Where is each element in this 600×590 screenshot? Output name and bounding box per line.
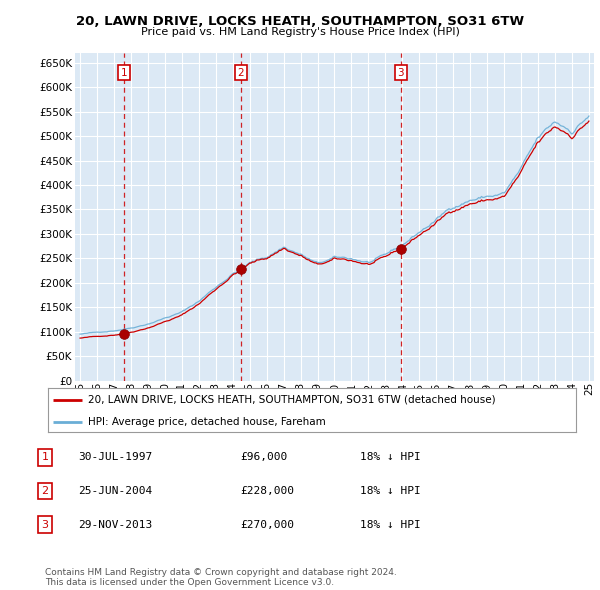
Text: 20, LAWN DRIVE, LOCKS HEATH, SOUTHAMPTON, SO31 6TW: 20, LAWN DRIVE, LOCKS HEATH, SOUTHAMPTON… <box>76 15 524 28</box>
Text: 2: 2 <box>238 68 244 78</box>
Text: 30-JUL-1997: 30-JUL-1997 <box>78 453 152 462</box>
Text: 1: 1 <box>41 453 49 462</box>
Text: Price paid vs. HM Land Registry's House Price Index (HPI): Price paid vs. HM Land Registry's House … <box>140 27 460 37</box>
Text: £270,000: £270,000 <box>240 520 294 529</box>
Text: 25-JUN-2004: 25-JUN-2004 <box>78 486 152 496</box>
Text: Contains HM Land Registry data © Crown copyright and database right 2024.
This d: Contains HM Land Registry data © Crown c… <box>45 568 397 587</box>
Text: 20, LAWN DRIVE, LOCKS HEATH, SOUTHAMPTON, SO31 6TW (detached house): 20, LAWN DRIVE, LOCKS HEATH, SOUTHAMPTON… <box>88 395 495 405</box>
Text: 18% ↓ HPI: 18% ↓ HPI <box>360 520 421 529</box>
Text: 18% ↓ HPI: 18% ↓ HPI <box>360 486 421 496</box>
Text: £96,000: £96,000 <box>240 453 287 462</box>
Text: 3: 3 <box>398 68 404 78</box>
Text: 2: 2 <box>41 486 49 496</box>
Text: HPI: Average price, detached house, Fareham: HPI: Average price, detached house, Fare… <box>88 417 325 427</box>
Text: 18% ↓ HPI: 18% ↓ HPI <box>360 453 421 462</box>
Text: £228,000: £228,000 <box>240 486 294 496</box>
Text: 1: 1 <box>121 68 127 78</box>
Text: 29-NOV-2013: 29-NOV-2013 <box>78 520 152 529</box>
Text: 3: 3 <box>41 520 49 529</box>
